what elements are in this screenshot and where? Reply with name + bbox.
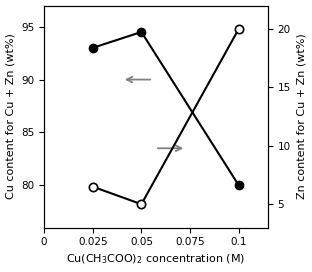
X-axis label: Cu(CH$_3$COO)$_2$ concentration (M): Cu(CH$_3$COO)$_2$ concentration (M)	[66, 253, 246, 267]
Y-axis label: Cu content for Cu + Zn (wt%): Cu content for Cu + Zn (wt%)	[6, 34, 16, 199]
Y-axis label: Zn content for Cu + Zn (wt%): Zn content for Cu + Zn (wt%)	[296, 34, 306, 199]
